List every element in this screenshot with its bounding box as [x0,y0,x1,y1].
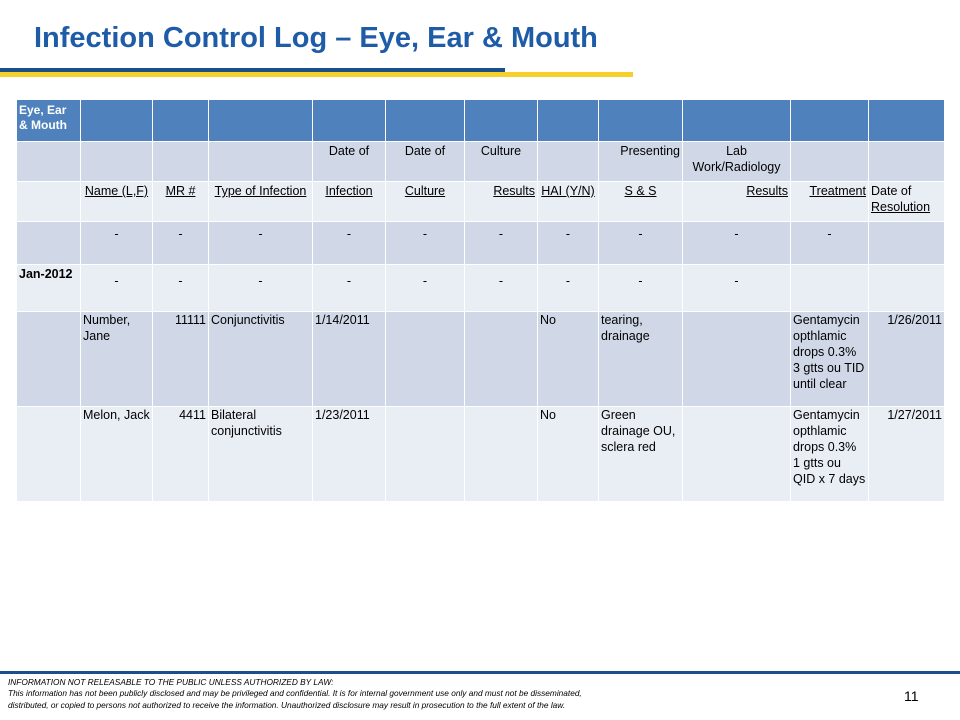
subheader-culture-results: Culture [464,141,538,182]
notice-line-3: distributed, or copied to persons not au… [8,699,566,710]
empty-cell-dash: - [682,221,791,265]
cell-resolution: 1/26/2011 [868,311,945,407]
empty-cell-dash: - [537,221,599,265]
cell-culture-date [385,406,465,502]
cell-ss: Green drainage OU, sclera red [598,406,683,502]
column-header-mr: MR # [152,181,209,222]
empty-cell-dash: - [537,264,599,312]
empty-cell-dash: - [598,264,683,312]
empty-cell-dash: - [598,221,683,265]
notice-line-1: INFORMATION NOT RELEASABLE TO THE PUBLIC… [8,677,334,687]
cell-hai: No [537,311,599,407]
empty-cell-dash: - [682,264,791,312]
cell-treatment: Gentamycin opthlamic drops 0.3% 3 gtts o… [790,311,869,407]
column-header-treatment: Treatment [790,181,869,222]
table-row: Jan-2012 - - - - - - - - - [16,264,945,312]
month-label: Jan-2012 [16,264,81,312]
empty-cell-dash: - [312,221,386,265]
empty-cell-dash: - [80,264,153,312]
cell-type: Conjunctivitis [208,311,313,407]
column-header-resolution: Date of Resolution [868,181,945,222]
cell-lab [682,311,791,407]
table-category-label: Eye, Ear & Mouth [16,99,81,142]
empty-cell-dash: - [790,221,869,265]
subheader-culture: Date of [385,141,465,182]
infection-control-log-table: Eye, Ear & Mouth Date of Date of Culture… [16,99,945,502]
table-row: Number, Jane 11111 Conjunctivitis 1/14/2… [16,311,945,407]
cell-name: Number, Jane [80,311,153,407]
empty-cell-dash: - [80,221,153,265]
cell-mr: 11111 [152,311,209,407]
cell-culture-results [464,406,538,502]
column-header-lab-results: Results [682,181,791,222]
table-row: - - - - - - - - - - [16,221,945,265]
cell-culture-results [464,311,538,407]
subheader-lab: Lab Work/Radiology [682,141,791,182]
column-header-hai: HAI (Y/N) [537,181,599,222]
empty-cell-dash: - [152,264,209,312]
footer-divider [0,671,960,674]
cell-treatment: Gentamycin opthlamic drops 0.3% 1 gtts o… [790,406,869,502]
empty-cell-dash: - [208,264,313,312]
empty-cell-dash: - [208,221,313,265]
table-column-label-row: Name (L,F) MR # Type of Infection Infect… [16,181,945,222]
subheader-infection: Date of [312,141,386,182]
column-header-name: Name (L,F) [80,181,153,222]
cell-ss: tearing, drainage [598,311,683,407]
empty-cell-dash: - [464,264,538,312]
cell-infection-date: 1/23/2011 [312,406,386,502]
page-number: 11 [904,688,919,704]
cell-lab [682,406,791,502]
column-header-infection: Infection [312,181,386,222]
table-subheader-row: Date of Date of Culture Presenting Lab W… [16,141,945,182]
table-row: Melon, Jack 4411 Bilateral conjunctiviti… [16,406,945,502]
cell-infection-date: 1/14/2011 [312,311,386,407]
title-underline-blue [0,68,505,72]
confidentiality-notice: INFORMATION NOT RELEASABLE TO THE PUBLIC… [8,677,788,711]
table-header-row: Eye, Ear & Mouth [16,99,945,142]
notice-line-2: This information has not been publicly d… [8,688,582,699]
title-underline-gold [0,72,633,77]
cell-hai: No [537,406,599,502]
column-header-culture-results: Results [464,181,538,222]
slide-title: Infection Control Log – Eye, Ear & Mouth [34,22,598,54]
empty-cell-dash: - [152,221,209,265]
empty-cell-dash: - [312,264,386,312]
cell-resolution: 1/27/2011 [868,406,945,502]
subheader-presenting: Presenting [598,141,683,182]
column-header-type: Type of Infection [208,181,313,222]
cell-type: Bilateral conjunctivitis [208,406,313,502]
empty-cell-dash: - [464,221,538,265]
cell-culture-date [385,311,465,407]
empty-cell-dash: - [385,221,465,265]
column-header-culture: Culture [385,181,465,222]
cell-mr: 4411 [152,406,209,502]
cell-name: Melon, Jack [80,406,153,502]
column-header-ss: S & S [598,181,683,222]
empty-cell-dash: - [385,264,465,312]
